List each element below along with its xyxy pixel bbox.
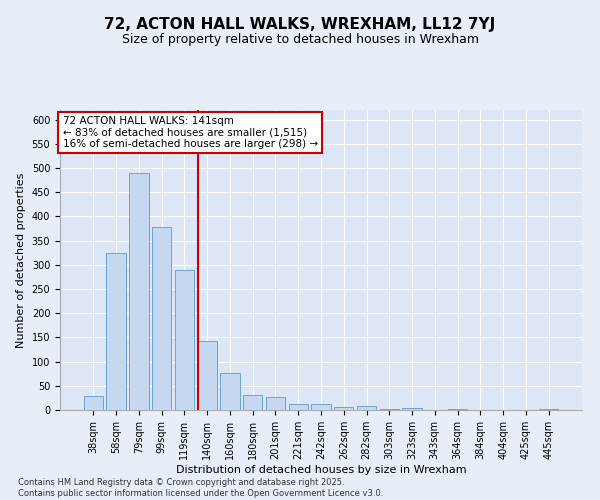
Bar: [197, 341, 217, 410]
Bar: [539, 408, 558, 410]
Bar: [220, 373, 239, 410]
Bar: [289, 404, 308, 410]
Bar: [380, 408, 399, 410]
Y-axis label: Number of detached properties: Number of detached properties: [16, 172, 26, 348]
Bar: [152, 227, 172, 410]
Bar: [175, 270, 194, 410]
Bar: [311, 404, 331, 410]
Bar: [106, 252, 126, 410]
Bar: [403, 408, 422, 410]
Text: Contains HM Land Registry data © Crown copyright and database right 2025.
Contai: Contains HM Land Registry data © Crown c…: [18, 478, 383, 498]
Bar: [243, 396, 262, 410]
Bar: [357, 406, 376, 410]
Bar: [129, 173, 149, 410]
X-axis label: Distribution of detached houses by size in Wrexham: Distribution of detached houses by size …: [176, 464, 466, 474]
Bar: [84, 396, 103, 410]
Text: 72 ACTON HALL WALKS: 141sqm
← 83% of detached houses are smaller (1,515)
16% of : 72 ACTON HALL WALKS: 141sqm ← 83% of det…: [62, 116, 318, 149]
Bar: [448, 409, 467, 410]
Bar: [266, 397, 285, 410]
Text: Size of property relative to detached houses in Wrexham: Size of property relative to detached ho…: [121, 32, 479, 46]
Text: 72, ACTON HALL WALKS, WREXHAM, LL12 7YJ: 72, ACTON HALL WALKS, WREXHAM, LL12 7YJ: [104, 18, 496, 32]
Bar: [334, 407, 353, 410]
